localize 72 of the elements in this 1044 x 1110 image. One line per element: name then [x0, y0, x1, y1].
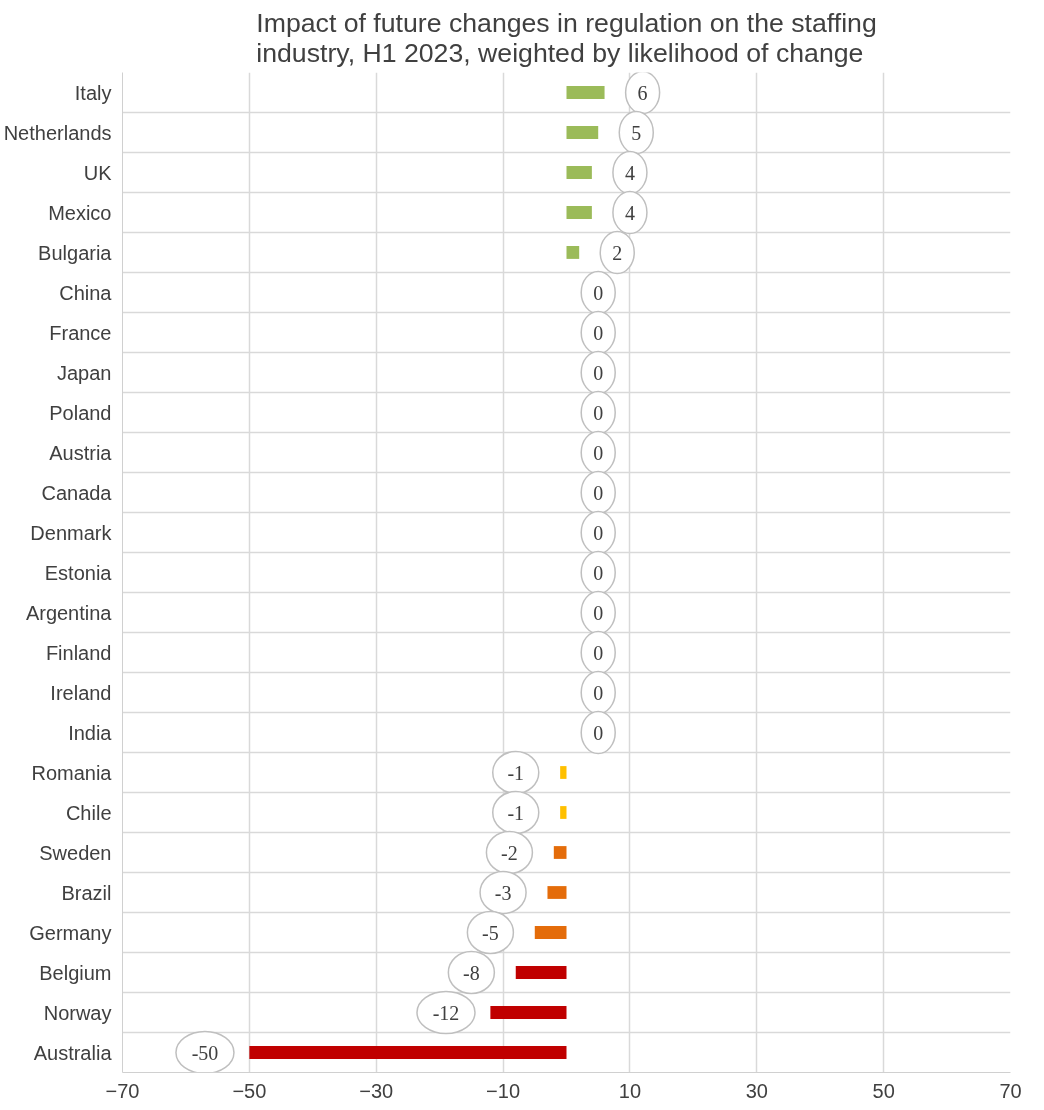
y-tick-label: India — [68, 721, 113, 744]
bar — [515, 966, 567, 979]
data-label: 0 — [593, 441, 604, 464]
data-label: 5 — [631, 121, 642, 144]
bar — [560, 806, 567, 819]
data-label: 0 — [593, 721, 604, 744]
data-label: 0 — [593, 401, 604, 424]
data-label: 0 — [593, 361, 604, 384]
bar — [566, 246, 580, 259]
y-tick-label: UK — [83, 161, 113, 184]
bar — [566, 86, 605, 99]
y-tick-label: Netherlands — [3, 121, 112, 144]
data-label: -1 — [507, 761, 525, 784]
y-tick-label: Germany — [29, 921, 112, 944]
bar — [547, 886, 567, 899]
x-tick-label: 10 — [618, 1079, 642, 1102]
y-tick-label: Canada — [41, 481, 113, 504]
bar — [566, 206, 592, 219]
data-label: 4 — [624, 161, 635, 184]
y-tick-label: France — [49, 321, 112, 344]
data-label: -3 — [494, 881, 512, 904]
x-tick-label: 50 — [872, 1079, 895, 1102]
y-tick-label: Ireland — [50, 681, 112, 704]
x-tick-label: −10 — [486, 1079, 521, 1102]
y-tick-label: Poland — [49, 401, 112, 424]
data-label: -2 — [501, 841, 518, 864]
y-tick-label: Denmark — [30, 521, 113, 544]
data-label: 0 — [593, 521, 604, 544]
data-label: 2 — [612, 241, 623, 264]
bar — [560, 766, 567, 779]
data-label: 6 — [637, 81, 648, 104]
data-label: 0 — [593, 561, 604, 584]
bar — [553, 846, 567, 859]
x-tick-label: 30 — [745, 1079, 768, 1102]
data-label: -8 — [463, 961, 480, 984]
y-tick-label: Japan — [57, 361, 112, 384]
data-label: 0 — [593, 481, 604, 504]
data-label: 0 — [593, 641, 604, 664]
x-tick-label: −50 — [232, 1079, 267, 1102]
data-label: 4 — [624, 201, 635, 224]
y-tick-label: Finland — [45, 641, 112, 664]
y-tick-label: China — [59, 281, 113, 304]
y-tick-label: Argentina — [25, 601, 113, 624]
bar — [534, 926, 567, 939]
data-label: -50 — [191, 1041, 219, 1064]
x-tick-label: −70 — [105, 1079, 140, 1102]
y-tick-label: Bulgaria — [38, 241, 113, 264]
data-label: 0 — [593, 601, 604, 624]
y-tick-label: Romania — [31, 761, 113, 784]
bar — [566, 166, 592, 179]
x-tick-label: −30 — [359, 1079, 394, 1102]
y-tick-label: Brazil — [61, 881, 112, 904]
data-label: 0 — [593, 281, 604, 304]
y-tick-label: Estonia — [44, 561, 113, 584]
y-tick-label: Mexico — [48, 201, 112, 224]
chart-title: Impact of future changes in regulation on the staffing industry, H1 2023, weighted by likelihood of change — [256, 7, 877, 68]
bar — [249, 1046, 567, 1059]
data-label: 0 — [593, 681, 604, 704]
y-tick-label: Australia — [33, 1041, 113, 1064]
data-label: -5 — [482, 921, 499, 944]
data-label: -12 — [432, 1001, 460, 1024]
bar — [566, 126, 599, 139]
x-tick-label: 70 — [999, 1079, 1022, 1102]
bar — [490, 1006, 567, 1019]
y-tick-label: Sweden — [39, 841, 112, 864]
y-tick-label: Chile — [65, 801, 112, 824]
y-tick-label: Norway — [43, 1001, 112, 1024]
data-label: 0 — [593, 321, 604, 344]
y-tick-label: Belgium — [39, 961, 112, 984]
y-tick-label: Austria — [49, 441, 113, 464]
y-tick-label: Italy — [74, 81, 112, 104]
data-label: -1 — [507, 801, 525, 824]
